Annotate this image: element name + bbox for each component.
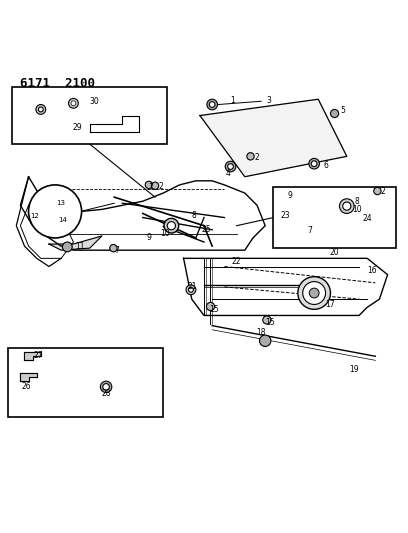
Text: 6: 6 bbox=[324, 161, 329, 170]
Text: 22: 22 bbox=[232, 257, 242, 266]
Circle shape bbox=[225, 161, 236, 172]
Circle shape bbox=[298, 277, 330, 309]
Text: 1: 1 bbox=[230, 95, 235, 104]
Text: 18: 18 bbox=[256, 328, 266, 337]
Circle shape bbox=[36, 104, 46, 114]
Circle shape bbox=[343, 202, 351, 210]
Circle shape bbox=[339, 199, 354, 213]
Circle shape bbox=[40, 209, 45, 214]
Text: 7: 7 bbox=[149, 183, 153, 192]
Text: 25: 25 bbox=[201, 225, 211, 235]
Text: 12: 12 bbox=[30, 213, 39, 219]
Text: 14: 14 bbox=[58, 217, 67, 223]
Text: 15: 15 bbox=[209, 305, 219, 314]
Text: 8: 8 bbox=[355, 197, 359, 206]
Circle shape bbox=[311, 161, 317, 166]
Bar bbox=[273, 187, 396, 248]
Text: 2: 2 bbox=[159, 182, 164, 191]
Circle shape bbox=[263, 316, 271, 324]
Circle shape bbox=[186, 285, 196, 295]
Circle shape bbox=[207, 99, 217, 110]
Text: 6171  2100: 6171 2100 bbox=[20, 77, 95, 90]
Text: 7: 7 bbox=[308, 226, 313, 235]
Text: 2: 2 bbox=[380, 187, 385, 196]
Text: 21: 21 bbox=[187, 281, 197, 290]
Text: 28: 28 bbox=[101, 389, 111, 398]
Circle shape bbox=[209, 102, 215, 107]
Circle shape bbox=[38, 107, 43, 112]
Text: 16: 16 bbox=[367, 266, 377, 275]
Text: 27: 27 bbox=[34, 351, 44, 360]
Text: 10: 10 bbox=[352, 205, 362, 214]
Bar bbox=[8, 348, 163, 417]
Circle shape bbox=[69, 99, 78, 108]
Text: 9: 9 bbox=[287, 191, 292, 199]
Text: 3: 3 bbox=[267, 95, 272, 104]
Text: 24: 24 bbox=[362, 214, 372, 223]
Circle shape bbox=[259, 335, 271, 346]
Text: 4: 4 bbox=[226, 169, 231, 178]
Text: 19: 19 bbox=[349, 365, 359, 374]
Circle shape bbox=[110, 245, 117, 252]
Circle shape bbox=[374, 187, 381, 195]
Circle shape bbox=[228, 164, 233, 169]
Circle shape bbox=[309, 288, 319, 298]
Circle shape bbox=[151, 182, 159, 189]
Circle shape bbox=[330, 109, 339, 118]
Circle shape bbox=[62, 242, 72, 252]
Circle shape bbox=[103, 384, 109, 390]
Circle shape bbox=[100, 381, 112, 393]
Polygon shape bbox=[24, 352, 41, 360]
Circle shape bbox=[188, 287, 193, 292]
Text: 17: 17 bbox=[325, 300, 335, 309]
Text: 5: 5 bbox=[340, 106, 345, 115]
Polygon shape bbox=[20, 373, 37, 381]
Circle shape bbox=[206, 302, 215, 311]
Text: 29: 29 bbox=[73, 123, 82, 132]
Circle shape bbox=[29, 185, 82, 238]
Text: 13: 13 bbox=[57, 200, 66, 206]
Text: 30: 30 bbox=[89, 97, 99, 106]
Text: 26: 26 bbox=[22, 382, 31, 391]
Text: 7: 7 bbox=[114, 246, 119, 255]
Circle shape bbox=[309, 158, 319, 169]
Text: 10: 10 bbox=[160, 229, 170, 238]
Polygon shape bbox=[200, 99, 347, 177]
Text: 11: 11 bbox=[75, 243, 84, 252]
Circle shape bbox=[51, 215, 59, 222]
Circle shape bbox=[247, 152, 254, 160]
Polygon shape bbox=[49, 236, 102, 250]
Circle shape bbox=[164, 219, 179, 233]
Bar bbox=[12, 87, 167, 144]
Circle shape bbox=[71, 101, 76, 106]
Text: 23: 23 bbox=[281, 211, 290, 220]
Polygon shape bbox=[90, 116, 139, 132]
Text: 15: 15 bbox=[266, 318, 275, 327]
Circle shape bbox=[38, 206, 48, 216]
Circle shape bbox=[145, 181, 153, 189]
Circle shape bbox=[303, 281, 326, 304]
Text: 2: 2 bbox=[255, 153, 259, 162]
Circle shape bbox=[167, 222, 175, 230]
Text: 9: 9 bbox=[146, 232, 151, 241]
Text: 20: 20 bbox=[330, 248, 339, 257]
Text: 8: 8 bbox=[191, 211, 196, 220]
